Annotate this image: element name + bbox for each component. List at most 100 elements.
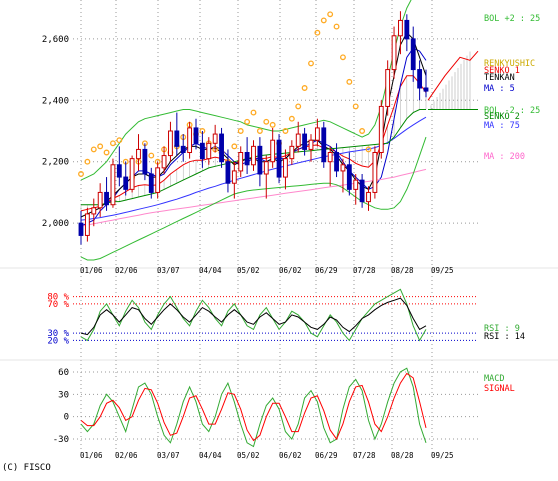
chikou-marker bbox=[346, 78, 353, 85]
candle bbox=[123, 161, 129, 196]
candle-body bbox=[372, 152, 378, 193]
candle-body bbox=[378, 105, 384, 154]
chikou-marker bbox=[365, 146, 372, 153]
candle bbox=[91, 198, 97, 227]
candle-body bbox=[84, 213, 90, 236]
candle bbox=[270, 127, 276, 168]
candle bbox=[193, 118, 199, 150]
candle bbox=[231, 161, 237, 199]
chikou-marker bbox=[237, 128, 244, 134]
x-tick-label: 05/02 bbox=[237, 266, 260, 275]
candle bbox=[340, 158, 346, 193]
rsi-tick-label: 70 % bbox=[47, 300, 69, 310]
chikou-marker bbox=[256, 128, 263, 134]
x-tick-label: 04/04 bbox=[199, 451, 222, 460]
rsi-tick-label: 30 % bbox=[47, 329, 69, 339]
candle-body bbox=[289, 145, 295, 160]
candle bbox=[84, 207, 90, 242]
chikou-marker bbox=[244, 118, 251, 125]
candle-body bbox=[193, 127, 199, 144]
candle-body bbox=[199, 142, 205, 160]
bol-2-25-line bbox=[80, 0, 412, 181]
chikou-marker bbox=[263, 118, 270, 125]
candle bbox=[378, 100, 384, 159]
candle bbox=[321, 121, 327, 168]
x-tick-label: 07/28 bbox=[353, 451, 376, 460]
x-tick-labels: 01/06 01/06 02/06 02/06 03/07 03/07 04/04 04/04… bbox=[80, 266, 454, 460]
ma-5-line bbox=[80, 47, 427, 227]
y-tick-label: 2,600 bbox=[42, 35, 69, 45]
candle-body bbox=[91, 207, 97, 215]
y-tick-label: 2,200 bbox=[42, 158, 69, 168]
candle-body bbox=[340, 164, 346, 172]
x-tick-label: 03/07 bbox=[157, 266, 180, 275]
candle bbox=[161, 146, 167, 174]
x-tick-label: 02/06 bbox=[115, 451, 138, 460]
y-tick-label: 2,400 bbox=[42, 96, 69, 106]
senko1-ahead bbox=[427, 50, 479, 101]
legend-entry: RENKYUSHIC bbox=[484, 59, 535, 69]
candle-body bbox=[295, 133, 301, 147]
candle bbox=[372, 146, 378, 199]
macd-tick-label: -30 bbox=[53, 435, 69, 445]
candle bbox=[417, 60, 423, 101]
candle bbox=[404, 14, 410, 52]
macd-panel bbox=[80, 367, 427, 448]
x-tick-label: 09/25 bbox=[431, 266, 454, 275]
candle-body bbox=[398, 19, 403, 37]
candle-body bbox=[410, 38, 416, 71]
candle-body bbox=[206, 142, 212, 160]
legend-entry: BOL +2 : 25 bbox=[484, 14, 540, 24]
candle bbox=[155, 161, 161, 199]
candle bbox=[308, 134, 314, 162]
chikou-marker bbox=[103, 149, 110, 156]
chikou-marker bbox=[327, 11, 334, 18]
x-tick-label: 01/06 bbox=[80, 266, 103, 275]
x-tick-label: 04/04 bbox=[199, 266, 222, 275]
candle bbox=[199, 131, 205, 168]
candle bbox=[283, 149, 288, 190]
candle-body bbox=[251, 145, 256, 166]
ma-75-line bbox=[80, 116, 427, 221]
candle bbox=[327, 146, 333, 187]
candle-body bbox=[97, 191, 103, 209]
candle bbox=[334, 143, 339, 178]
candle-body bbox=[270, 139, 276, 163]
candle bbox=[219, 127, 224, 168]
candle bbox=[244, 137, 250, 174]
candle-body bbox=[353, 179, 359, 190]
candle bbox=[148, 167, 154, 199]
candle bbox=[366, 186, 371, 211]
legend-entry: TENKAN bbox=[484, 73, 515, 83]
chikou-marker bbox=[352, 103, 359, 110]
candle-body bbox=[155, 167, 161, 193]
candle bbox=[238, 146, 244, 178]
copyright-text: (C) FISCO bbox=[2, 463, 51, 473]
candle-body bbox=[423, 87, 429, 92]
candle-body bbox=[225, 161, 231, 184]
candle bbox=[263, 155, 269, 199]
y-tick-label: 2,000 bbox=[42, 219, 69, 229]
candle-body bbox=[417, 69, 423, 89]
legend-entry: RSI : 14 bbox=[484, 332, 525, 342]
chikou-marker bbox=[301, 85, 308, 91]
candle bbox=[257, 137, 263, 187]
rsi-tick-label: 80 % bbox=[47, 293, 69, 303]
candle bbox=[295, 121, 301, 153]
candle bbox=[423, 69, 429, 98]
chikou-marker bbox=[116, 137, 123, 144]
candle-body bbox=[327, 152, 333, 163]
legend-entry: RSI : 9 bbox=[484, 324, 520, 334]
x-tick-label: 02/06 bbox=[115, 266, 138, 275]
candle-body bbox=[257, 145, 263, 175]
candle bbox=[110, 158, 116, 208]
candle bbox=[187, 121, 193, 159]
candle-body bbox=[187, 127, 193, 154]
candle-body bbox=[302, 133, 308, 150]
candle bbox=[289, 140, 295, 165]
candle bbox=[385, 60, 391, 116]
candle-body bbox=[321, 127, 327, 163]
macd-line bbox=[80, 367, 427, 448]
candle-body bbox=[238, 152, 244, 172]
candle bbox=[346, 152, 352, 196]
